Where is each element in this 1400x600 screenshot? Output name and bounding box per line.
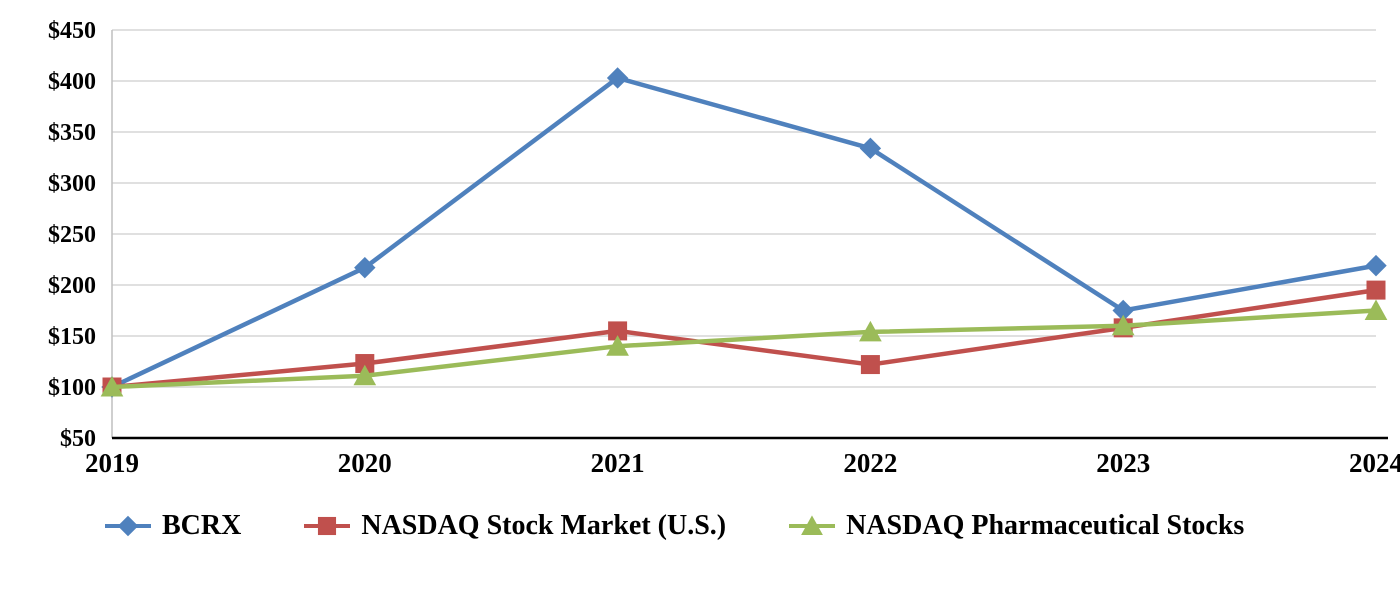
series-line-nasdaq-pharmaceutical-stocks	[109, 308, 1379, 390]
legend-item: NASDAQ Stock Market (U.S.)	[303, 510, 726, 542]
legend-diamond-swatch-icon	[105, 515, 151, 537]
x-axis-tick-label: 2019	[85, 448, 139, 478]
series-marker-triangle	[100, 375, 124, 397]
y-axis-tick-label: $450	[48, 18, 96, 44]
x-axis-tick-label: 2021	[591, 448, 645, 478]
series-marker-diamond	[606, 67, 629, 89]
series-marker-diamond	[1365, 254, 1387, 277]
series-marker-triangle	[353, 364, 377, 386]
legend-label: NASDAQ Pharmaceutical Stocks	[846, 510, 1245, 541]
series-marker-square	[1366, 280, 1386, 300]
legend-item: NASDAQ Pharmaceutical Stocks	[788, 510, 1244, 542]
legend-label: BCRX	[162, 510, 242, 541]
series-marker-square	[860, 355, 880, 375]
series-marker-triangle	[606, 335, 629, 356]
series-marker-triangle	[1364, 299, 1388, 320]
y-axis-tick-label: $50	[60, 426, 96, 452]
y-axis-tick-label: $400	[48, 69, 96, 95]
x-axis-tick-label: 2022	[843, 448, 897, 478]
series-marker-square	[318, 516, 337, 536]
legend-triangle-swatch-icon	[789, 515, 836, 536]
y-axis-tick-label: $100	[48, 375, 96, 401]
x-axis-tick-label: 2023	[1096, 448, 1150, 478]
legend-item: BCRX	[104, 510, 241, 542]
series-marker-diamond	[117, 515, 139, 537]
series-marker-diamond	[859, 137, 882, 160]
y-axis-tick-label: $300	[48, 171, 96, 197]
series-marker-triangle	[1111, 314, 1135, 336]
line-chart-plot-area: $50 $100 $150 $200 $250 $300 $350 $400 $450 2019 2…	[48, 18, 1400, 478]
x-axis-tick-label: 2020	[338, 448, 392, 478]
y-axis-tick-label: $200	[48, 273, 96, 299]
series-line-bcrx	[109, 75, 1379, 390]
legend-label: NASDAQ Stock Market (U.S.)	[361, 510, 727, 541]
chart-legend: BCRX NASDAQ Stock Market (U.S.) NASDAQ Pha…	[0, 510, 1400, 542]
series-marker-triangle	[859, 320, 882, 342]
y-axis-tick-label: $350	[48, 120, 96, 146]
series-marker-diamond	[354, 256, 376, 279]
series-marker-triangle	[801, 515, 824, 536]
y-axis-tick-label: $250	[48, 222, 96, 248]
x-axis-tick-label: 2024	[1349, 448, 1400, 478]
legend-square-swatch-icon	[304, 516, 351, 536]
y-axis-tick-label: $150	[48, 324, 96, 350]
